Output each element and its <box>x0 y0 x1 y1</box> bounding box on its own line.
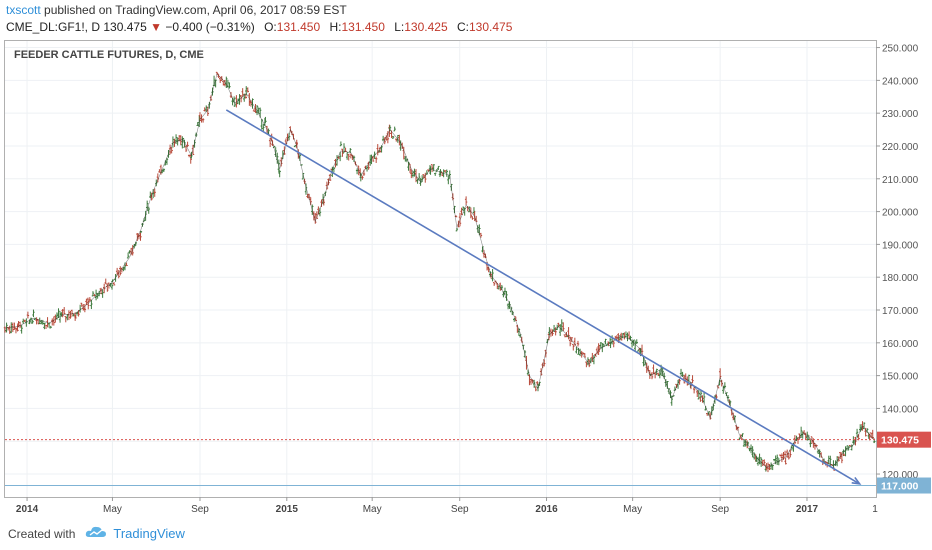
y-tick-label: 190.000 <box>882 240 919 251</box>
last-price: 130.475 <box>103 20 147 34</box>
x-tick-label: May <box>103 504 122 515</box>
y-tick-label: 220.000 <box>882 142 919 153</box>
y-tick-label: 180.000 <box>882 273 919 284</box>
y-tick-label: 250.000 <box>882 44 919 55</box>
low-label: L: <box>394 20 405 34</box>
support-price-label: 117.000 <box>881 481 919 493</box>
y-tick-label: 160.000 <box>882 339 919 350</box>
plot-frame[interactable] <box>4 40 877 498</box>
x-tick-label: 2016 <box>535 504 558 515</box>
x-tick-label: Sep <box>191 504 209 515</box>
close-label: C: <box>456 20 469 34</box>
last-price-tag <box>877 431 931 448</box>
close-value: 130.475 <box>468 20 513 34</box>
x-tick-label: 2017 <box>796 504 819 515</box>
high-label: H: <box>329 20 342 34</box>
footer: Created with TradingView <box>8 525 185 542</box>
x-tick-label: 2014 <box>16 504 39 515</box>
x-tick-label: Sep <box>451 504 469 515</box>
y-tick-label: 200.000 <box>882 208 919 219</box>
chart-title: FEEDER CATTLE FUTURES, D, CME <box>14 49 204 61</box>
created-with-text: Created with <box>8 526 76 541</box>
last-price-label: 130.475 <box>881 435 919 447</box>
trendline-arrow-icon <box>851 476 862 485</box>
y-tick-label: 150.000 <box>882 372 919 383</box>
open-value: 131.450 <box>276 20 321 34</box>
price-change: −0.400 (−0.31%) <box>165 20 255 34</box>
y-tick-label: 170.000 <box>882 306 919 317</box>
x-tick-label: Sep <box>711 504 729 515</box>
y-tick-label: 240.000 <box>882 76 919 87</box>
y-tick-label: 120.000 <box>882 470 919 481</box>
y-tick-label: 140.000 <box>882 404 919 415</box>
y-tick-label: 230.000 <box>882 109 919 120</box>
down-arrow-icon: ▼ <box>150 20 162 34</box>
x-tick-label: May <box>623 504 642 515</box>
x-tick-label: 2015 <box>276 504 299 515</box>
price-series-line <box>4 73 875 468</box>
publish-info: txscott published on TradingView.com, Ap… <box>6 3 347 17</box>
x-tick-label: May <box>363 504 382 515</box>
publish-text: published on TradingView.com, April 06, … <box>44 3 347 17</box>
high-value: 131.450 <box>341 20 385 34</box>
tradingview-brand[interactable]: TradingView <box>113 526 185 541</box>
y-tick-label: 210.000 <box>882 175 919 186</box>
tradingview-logo-icon[interactable] <box>85 525 107 542</box>
symbol-legend: CME_DL:GF1!, D 130.475 ▼ −0.400 (−0.31%)… <box>6 20 512 34</box>
x-tick-label: 1 <box>872 504 878 515</box>
open-label: O: <box>264 20 277 34</box>
symbol-name: CME_DL:GF1!, D <box>6 20 101 34</box>
author-link[interactable]: txscott <box>6 3 41 17</box>
support-price-tag <box>877 477 931 494</box>
trendline[interactable] <box>225 109 861 485</box>
low-value: 130.425 <box>404 20 448 34</box>
